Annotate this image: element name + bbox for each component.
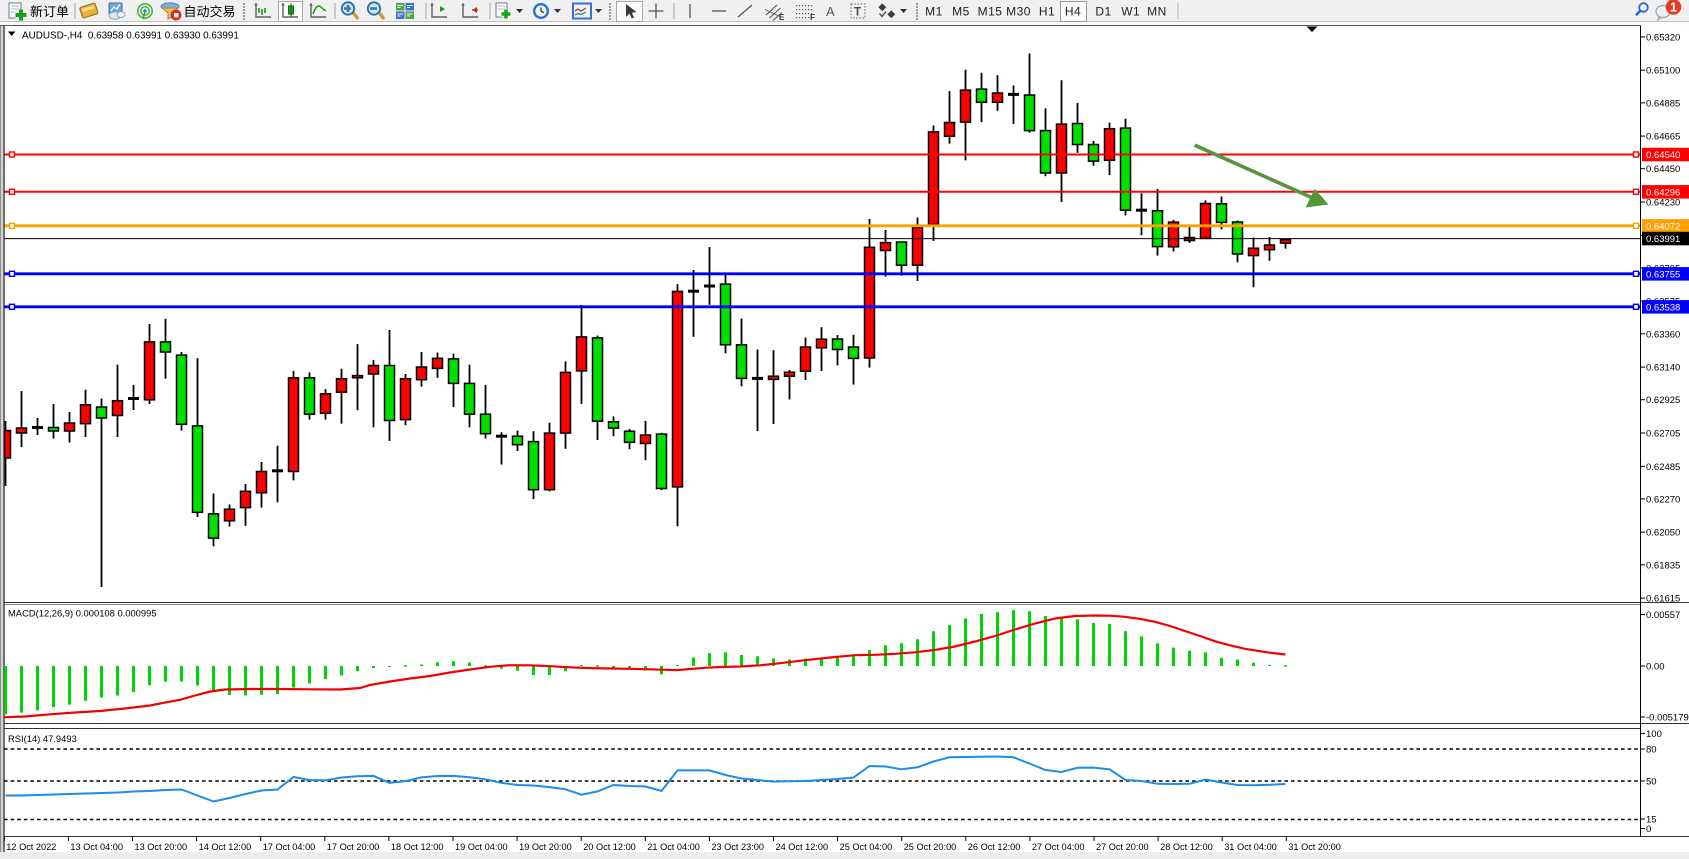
svg-text:0.64072: 0.64072: [1646, 221, 1680, 232]
svg-text:0.65100: 0.65100: [1646, 66, 1680, 77]
svg-text:1: 1: [1670, 1, 1677, 15]
svg-text:0.64450: 0.64450: [1646, 164, 1680, 175]
svg-text:0.62270: 0.62270: [1646, 494, 1680, 505]
svg-text:25 Oct 04:00: 25 Oct 04:00: [840, 842, 893, 852]
svg-text:RSI(14) 47.9493: RSI(14) 47.9493: [8, 733, 77, 744]
svg-text:0.65320: 0.65320: [1646, 32, 1680, 43]
svg-text:0.62925: 0.62925: [1646, 395, 1680, 406]
svg-text:19 Oct 20:00: 19 Oct 20:00: [519, 842, 572, 852]
svg-text:13 Oct 20:00: 13 Oct 20:00: [135, 842, 188, 852]
svg-text:80: 80: [1646, 745, 1657, 756]
svg-text:0.63360: 0.63360: [1646, 329, 1680, 340]
svg-text:0.00557: 0.00557: [1646, 610, 1680, 621]
svg-text:T: T: [854, 7, 861, 19]
svg-text:M30: M30: [1006, 5, 1031, 19]
svg-text:0.00: 0.00: [1646, 662, 1665, 673]
svg-text:0.64665: 0.64665: [1646, 132, 1680, 143]
svg-text:26 Oct 12:00: 26 Oct 12:00: [968, 842, 1021, 852]
svg-text:100: 100: [1646, 729, 1662, 740]
svg-text:0.64296: 0.64296: [1646, 187, 1680, 198]
svg-text:23 Oct 23:00: 23 Oct 23:00: [711, 842, 764, 852]
svg-text:31 Oct 20:00: 31 Oct 20:00: [1288, 842, 1341, 852]
svg-text:0.62705: 0.62705: [1646, 429, 1680, 440]
svg-text:H4: H4: [1065, 5, 1081, 19]
svg-text:14 Oct 12:00: 14 Oct 12:00: [199, 842, 252, 852]
svg-text:13 Oct 04:00: 13 Oct 04:00: [70, 842, 123, 852]
svg-text:17 Oct 20:00: 17 Oct 20:00: [327, 842, 380, 852]
svg-text:F: F: [810, 13, 815, 22]
svg-text:0.62485: 0.62485: [1646, 462, 1680, 473]
svg-text:E: E: [779, 13, 785, 22]
svg-text:12 Oct 2022: 12 Oct 2022: [6, 842, 56, 852]
svg-text:0.63538: 0.63538: [1646, 302, 1680, 313]
svg-text:15: 15: [1646, 815, 1657, 826]
svg-text:W1: W1: [1121, 5, 1140, 19]
svg-text:25 Oct 20:00: 25 Oct 20:00: [904, 842, 957, 852]
svg-text:24 Oct 12:00: 24 Oct 12:00: [776, 842, 829, 852]
svg-text:17 Oct 04:00: 17 Oct 04:00: [263, 842, 316, 852]
svg-text:M15: M15: [978, 5, 1003, 19]
svg-text:27 Oct 20:00: 27 Oct 20:00: [1096, 842, 1149, 852]
svg-text:0.61835: 0.61835: [1646, 560, 1680, 571]
svg-text:0.64230: 0.64230: [1646, 198, 1680, 209]
svg-text:0.64540: 0.64540: [1646, 150, 1680, 161]
svg-text:18 Oct 12:00: 18 Oct 12:00: [391, 842, 444, 852]
svg-text:-0.005179: -0.005179: [1646, 713, 1689, 724]
svg-text:19 Oct 04:00: 19 Oct 04:00: [455, 842, 508, 852]
svg-text:M1: M1: [925, 5, 943, 19]
svg-text:28 Oct 12:00: 28 Oct 12:00: [1160, 842, 1213, 852]
svg-text:0.63755: 0.63755: [1646, 269, 1680, 280]
svg-text:0.63140: 0.63140: [1646, 363, 1680, 374]
svg-text:50: 50: [1646, 777, 1657, 788]
svg-text:31 Oct 04:00: 31 Oct 04:00: [1224, 842, 1277, 852]
svg-text:0: 0: [1646, 824, 1651, 835]
svg-text:H1: H1: [1039, 5, 1055, 19]
svg-text:MACD(12,26,9) 0.000108 0.00099: MACD(12,26,9) 0.000108 0.000995: [8, 608, 157, 619]
svg-text:0.63991: 0.63991: [1646, 234, 1680, 245]
svg-text:M5: M5: [952, 5, 970, 19]
svg-text:AUDUSD-,H4 0.63958 0.63991 0.: AUDUSD-,H4 0.63958 0.63991 0.63930 0.639…: [22, 31, 239, 42]
svg-text:A: A: [826, 4, 835, 19]
svg-text:MN: MN: [1147, 5, 1167, 19]
svg-text:21 Oct 04:00: 21 Oct 04:00: [647, 842, 700, 852]
svg-text:20 Oct 12:00: 20 Oct 12:00: [583, 842, 636, 852]
svg-text:0.61615: 0.61615: [1646, 594, 1680, 605]
svg-text:0.64885: 0.64885: [1646, 98, 1680, 109]
svg-text:0.62050: 0.62050: [1646, 528, 1680, 539]
svg-text:D1: D1: [1095, 5, 1111, 19]
svg-text:27 Oct 04:00: 27 Oct 04:00: [1032, 842, 1085, 852]
